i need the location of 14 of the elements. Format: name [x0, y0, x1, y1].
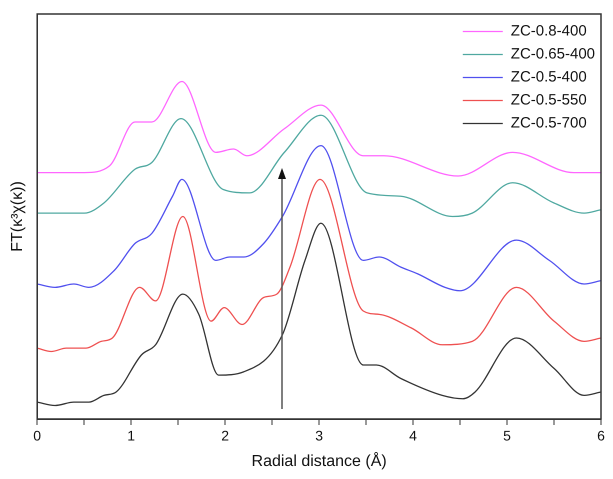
x-tick-label: 0	[33, 427, 42, 444]
x-tick-label: 3	[315, 427, 324, 444]
x-tick-label: 6	[597, 427, 606, 444]
x-tick-label: 2	[221, 427, 230, 444]
x-tick-label: 1	[127, 427, 136, 444]
legend-label: ZC-0.5-550	[510, 92, 587, 109]
legend-label: ZC-0.5-700	[510, 114, 587, 132]
x-tick-label: 5	[503, 427, 512, 444]
x-axis-title: Radial distance (Å)	[252, 452, 387, 470]
y-axis-title: FT(κ³χ(κ))	[9, 181, 26, 252]
legend-label: ZC-0.65-400	[510, 46, 596, 63]
x-tick-label: 4	[409, 427, 418, 444]
legend-label: ZC-0.5-400	[510, 68, 587, 86]
legend-label: ZC-0.8-400	[510, 22, 587, 40]
